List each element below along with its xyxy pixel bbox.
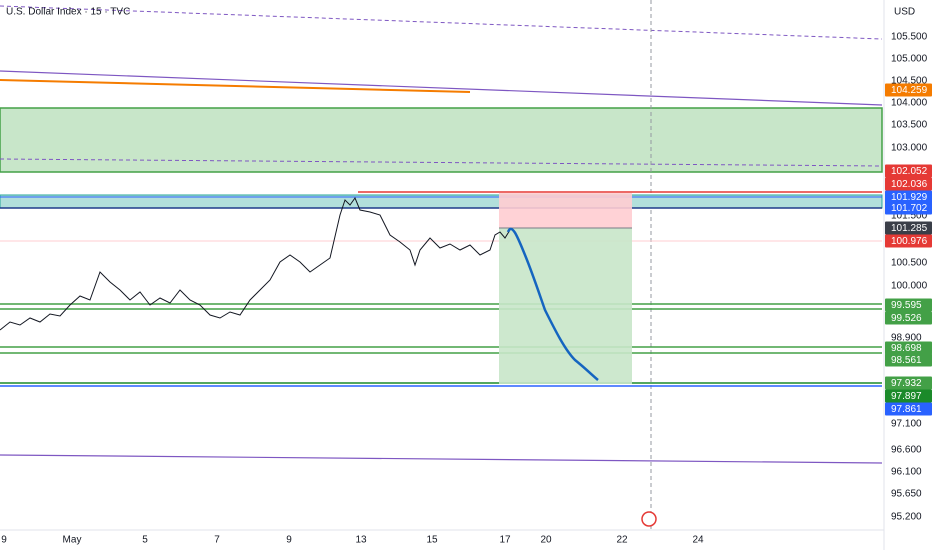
trend-line (0, 70, 883, 106)
price-tag-label: 98.561 (891, 355, 922, 366)
price-label: 105.500 (891, 32, 928, 43)
price-tag (885, 83, 932, 97)
price-label: 100.500 (891, 258, 928, 269)
price-tag (885, 164, 932, 178)
time-label: 20 (540, 535, 552, 546)
price-tag (885, 353, 932, 367)
price-tag (885, 190, 932, 204)
price-tag-label: 102.036 (891, 179, 928, 190)
currency: USD (894, 7, 915, 18)
price-tag (885, 221, 932, 235)
price-tag (885, 234, 932, 248)
price-label: 97.100 (891, 419, 922, 430)
price-tag-label: 104.259 (891, 85, 928, 96)
price-label: 98.900 (891, 333, 922, 344)
price-tag-label: 97.932 (891, 378, 922, 389)
forecast-curve (506, 227, 599, 381)
price-tag-label: 100.976 (891, 236, 928, 247)
time-label: 17 (499, 535, 511, 546)
event-icon[interactable] (641, 511, 657, 527)
price-tag-label: 97.897 (891, 391, 922, 402)
price-tag (885, 201, 932, 215)
price-label: 96.100 (891, 467, 922, 478)
price-tag-label: 101.285 (891, 223, 928, 234)
price-tag (885, 389, 932, 403)
price-tag-label: 101.702 (891, 203, 928, 214)
price-tag-label: 98.698 (891, 343, 922, 354)
price-label: 95.650 (891, 489, 922, 500)
price-label: 103.000 (891, 143, 928, 154)
price-label: 105.000 (891, 54, 928, 65)
orange-line (0, 79, 471, 93)
time-label: 5 (142, 535, 148, 546)
time-label: 22 (616, 535, 628, 546)
price-tag (885, 341, 932, 355)
price-series (0, 196, 511, 331)
trend-line (0, 454, 883, 464)
price-label: 104.000 (891, 98, 928, 109)
price-label: 104.500 (891, 76, 928, 87)
price-tag-label: 101.929 (891, 192, 928, 203)
reward-box (499, 228, 632, 384)
price-tag-label: 99.526 (891, 313, 922, 324)
supply-zone (0, 107, 883, 173)
price-label: 103.500 (891, 120, 928, 131)
price-tag (885, 298, 932, 312)
chart-title: U.S. Dollar Index · 15 · TVC (6, 7, 130, 18)
price-label: 100.000 (891, 281, 928, 292)
price-label: 95.200 (891, 512, 922, 523)
price-tag-label: 97.861 (891, 404, 922, 415)
time-label: May (63, 535, 82, 546)
price-tag (885, 177, 932, 191)
price-tag (885, 376, 932, 390)
price-tag-label: 99.595 (891, 300, 922, 311)
price-tag-label: 102.052 (891, 166, 928, 177)
price-tag (885, 311, 932, 325)
time-label: 9 (286, 535, 292, 546)
price-tag (885, 402, 932, 416)
risk-box (499, 193, 632, 228)
time-label: 24 (692, 535, 704, 546)
time-label: 9 (1, 535, 7, 546)
time-label: 13 (355, 535, 367, 546)
price-label: 101.500 (891, 211, 928, 222)
price-label: 96.600 (891, 445, 922, 456)
time-label: 15 (426, 535, 438, 546)
dashed-line (0, 158, 883, 167)
dashed-line (0, 5, 883, 40)
time-label: 7 (214, 535, 220, 546)
